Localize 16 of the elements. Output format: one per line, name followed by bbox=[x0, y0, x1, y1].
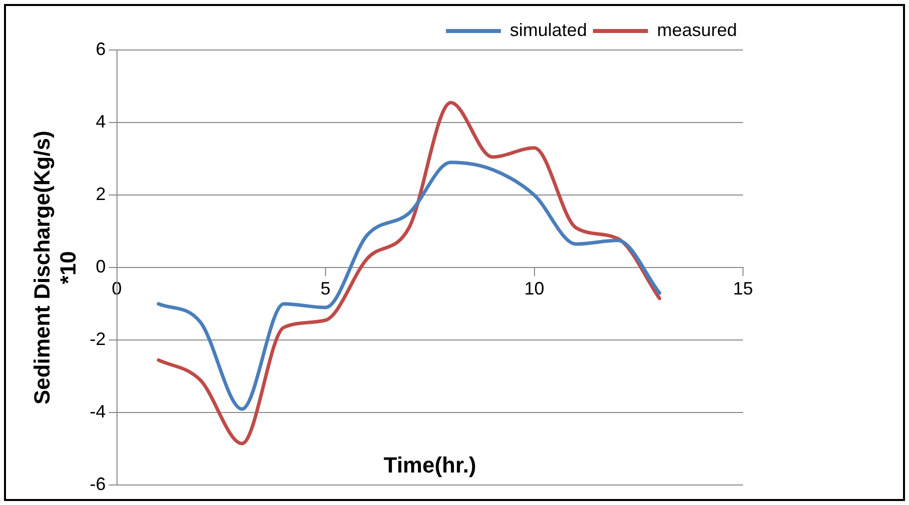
legend-label: measured bbox=[656, 20, 738, 40]
y-tick-label: -2 bbox=[90, 329, 106, 350]
x-tick-label: 15 bbox=[732, 278, 754, 298]
x-tick-label: 5 bbox=[320, 278, 331, 298]
y-tick-label: 6 bbox=[96, 38, 106, 59]
y-tick-label: -4 bbox=[90, 402, 106, 422]
legend-label: simulated bbox=[510, 20, 587, 40]
x-axis-title: Time(hr.) bbox=[384, 452, 476, 478]
line-series bbox=[156, 100, 662, 446]
y-tick-label: -6 bbox=[90, 474, 106, 494]
y-tick-label: 0 bbox=[96, 256, 106, 277]
y-axis-title: Sediment Discharge(Kg/s) *10 bbox=[29, 130, 81, 405]
line-series bbox=[156, 160, 662, 411]
y-tick-label: 4 bbox=[96, 112, 106, 132]
x-tick-label: 10 bbox=[524, 278, 544, 298]
y-tick-label: 2 bbox=[96, 184, 106, 204]
